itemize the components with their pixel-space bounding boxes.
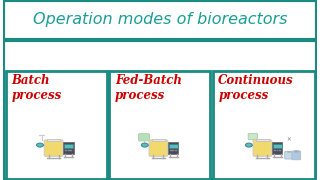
Bar — [63, 142, 74, 154]
Bar — [172, 150, 174, 151]
Bar — [273, 144, 282, 148]
Bar — [152, 139, 165, 141]
Bar — [109, 71, 210, 179]
Bar — [65, 150, 67, 151]
Bar — [68, 150, 69, 151]
Bar — [287, 151, 291, 152]
FancyBboxPatch shape — [149, 140, 168, 156]
Bar — [276, 150, 278, 151]
FancyBboxPatch shape — [292, 151, 301, 160]
Text: Operation modes of bioreactors: Operation modes of bioreactors — [33, 12, 287, 28]
Circle shape — [36, 143, 44, 147]
Text: Fed-Batch
process: Fed-Batch process — [115, 74, 182, 102]
Bar — [169, 144, 178, 148]
Bar — [170, 150, 172, 151]
Bar — [294, 150, 299, 152]
Bar — [175, 150, 177, 151]
Bar — [213, 71, 315, 179]
FancyBboxPatch shape — [248, 134, 258, 140]
Text: Continuous
process: Continuous process — [218, 74, 294, 102]
Bar — [47, 139, 60, 141]
Bar — [70, 150, 72, 151]
Bar — [168, 142, 178, 154]
Bar — [256, 139, 269, 141]
Bar — [6, 71, 107, 179]
FancyBboxPatch shape — [44, 140, 63, 156]
Text: Batch
process: Batch process — [12, 74, 62, 102]
Bar — [274, 150, 276, 151]
FancyBboxPatch shape — [139, 134, 149, 141]
FancyBboxPatch shape — [253, 140, 272, 156]
Bar — [272, 142, 283, 154]
Bar — [64, 144, 73, 148]
Text: ✕: ✕ — [287, 138, 292, 143]
Circle shape — [245, 143, 252, 147]
Circle shape — [141, 143, 148, 147]
Bar — [279, 150, 281, 151]
FancyBboxPatch shape — [285, 152, 292, 159]
